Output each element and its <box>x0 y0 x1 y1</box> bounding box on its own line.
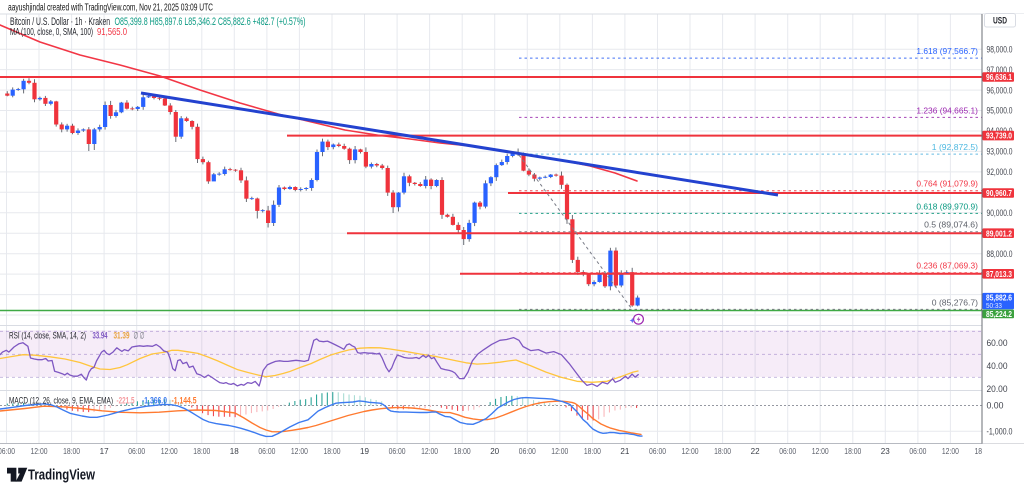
svg-text:12:00: 12:00 <box>31 446 48 456</box>
svg-text:0.00: 0.00 <box>987 401 1004 411</box>
svg-text:12:00: 12:00 <box>942 446 959 456</box>
svg-text:06:00: 06:00 <box>909 446 926 456</box>
svg-text:12:00: 12:00 <box>421 446 438 456</box>
svg-text:40.00: 40.00 <box>987 361 1008 371</box>
svg-text:60.00: 60.00 <box>987 338 1008 348</box>
svg-text:06:00: 06:00 <box>779 446 796 456</box>
svg-text:23: 23 <box>881 446 890 456</box>
svg-text:18:00: 18:00 <box>193 446 210 456</box>
svg-text:93,000.0: 93,000.0 <box>987 147 1013 157</box>
svg-text:50:33: 50:33 <box>986 301 1002 310</box>
svg-text:18:00: 18:00 <box>714 446 731 456</box>
svg-text:22: 22 <box>751 446 760 456</box>
svg-text:06:00: 06:00 <box>258 446 275 456</box>
svg-text:21: 21 <box>620 446 629 456</box>
svg-text:1 (92,872.5): 1 (92,872.5) <box>932 142 978 152</box>
svg-text:18:00: 18:00 <box>844 446 861 456</box>
svg-text:-1,000.0: -1,000.0 <box>987 426 1013 436</box>
svg-text:TradingView: TradingView <box>28 466 95 483</box>
svg-text:06:00: 06:00 <box>389 446 406 456</box>
svg-text:0.5 (89,074.6): 0.5 (89,074.6) <box>924 220 978 230</box>
svg-text:18:00: 18:00 <box>584 446 601 456</box>
svg-text:MACD (12, 26, close, 9, EMA, E: MACD (12, 26, close, 9, EMA, EMA) <box>9 395 113 406</box>
svg-text:18:00: 18:00 <box>324 446 341 456</box>
svg-text:33.94: 33.94 <box>93 331 108 342</box>
svg-text:85,224.2: 85,224.2 <box>986 309 1012 319</box>
svg-text:1.236 (94,665.1): 1.236 (94,665.1) <box>916 105 978 115</box>
svg-text:12:00: 12:00 <box>682 446 699 456</box>
svg-text:-1,144.5: -1,144.5 <box>172 395 198 406</box>
svg-text:06:00: 06:00 <box>128 446 145 456</box>
svg-text:RSI (14, close, SMA, 14, 2): RSI (14, close, SMA, 14, 2) <box>9 331 86 342</box>
svg-text:98,000.0: 98,000.0 <box>987 44 1013 54</box>
svg-text:0.236 (87,069.3): 0.236 (87,069.3) <box>916 261 978 271</box>
svg-text:0.618 (89,970.9): 0.618 (89,970.9) <box>916 201 978 211</box>
svg-text:12:00: 12:00 <box>291 446 308 456</box>
svg-text:96,636.1: 96,636.1 <box>986 72 1012 82</box>
svg-text:MA (100, close, 0, SMA, 100): MA (100, close, 0, SMA, 100) <box>10 27 93 38</box>
svg-text:96,000.0: 96,000.0 <box>987 85 1013 95</box>
svg-text:0 (85,276.7): 0 (85,276.7) <box>932 297 978 307</box>
svg-text:93,739.0: 93,739.0 <box>986 131 1012 141</box>
svg-text:20: 20 <box>490 446 499 456</box>
svg-text:12:00: 12:00 <box>551 446 568 456</box>
svg-text:-221.5: -221.5 <box>117 395 135 406</box>
svg-text:91,565.0: 91,565.0 <box>97 27 127 38</box>
svg-text:aayushjindal created with Trad: aayushjindal created with TradingView.co… <box>8 3 213 14</box>
svg-text:90,000.0: 90,000.0 <box>987 208 1013 218</box>
svg-text:-1,366.0: -1,366.0 <box>142 395 167 406</box>
svg-text:85,882.6: 85,882.6 <box>986 292 1012 302</box>
svg-text:12:00: 12:00 <box>161 446 178 456</box>
svg-text:06:00: 06:00 <box>519 446 536 456</box>
svg-text:90,960.7: 90,960.7 <box>986 188 1012 198</box>
svg-text:18:00: 18:00 <box>63 446 80 456</box>
svg-text:87,013.3: 87,013.3 <box>986 269 1012 279</box>
svg-text:95,000.0: 95,000.0 <box>987 106 1013 116</box>
svg-text:06:00: 06:00 <box>0 446 15 456</box>
svg-text:88,000.0: 88,000.0 <box>987 249 1013 259</box>
svg-text:20.00: 20.00 <box>987 384 1008 394</box>
svg-text:18:00: 18:00 <box>454 446 471 456</box>
svg-text:1.618 (97,566.7): 1.618 (97,566.7) <box>916 46 978 56</box>
svg-text:89,001.2: 89,001.2 <box>986 228 1012 238</box>
svg-text:O85,399.8 H85,897.6 L85,346.2: O85,399.8 H85,897.6 L85,346.2 C85,882.6 … <box>115 16 306 28</box>
svg-text:18: 18 <box>230 446 239 456</box>
svg-text:USD: USD <box>993 16 1007 26</box>
svg-text:∅ ∅: ∅ ∅ <box>134 331 145 342</box>
svg-text:17: 17 <box>100 446 109 456</box>
svg-text:31.39: 31.39 <box>114 331 130 342</box>
svg-text:Bitcoin / U.S. Dollar · 1h · K: Bitcoin / U.S. Dollar · 1h · Kraken <box>10 16 110 28</box>
svg-text:06:00: 06:00 <box>649 446 666 456</box>
svg-text:12:00: 12:00 <box>812 446 829 456</box>
svg-text:92,000.0: 92,000.0 <box>987 167 1013 177</box>
svg-text:97,000.0: 97,000.0 <box>987 65 1013 75</box>
svg-text:0.764 (91,079.9): 0.764 (91,079.9) <box>916 179 978 189</box>
svg-text:19: 19 <box>360 446 369 456</box>
